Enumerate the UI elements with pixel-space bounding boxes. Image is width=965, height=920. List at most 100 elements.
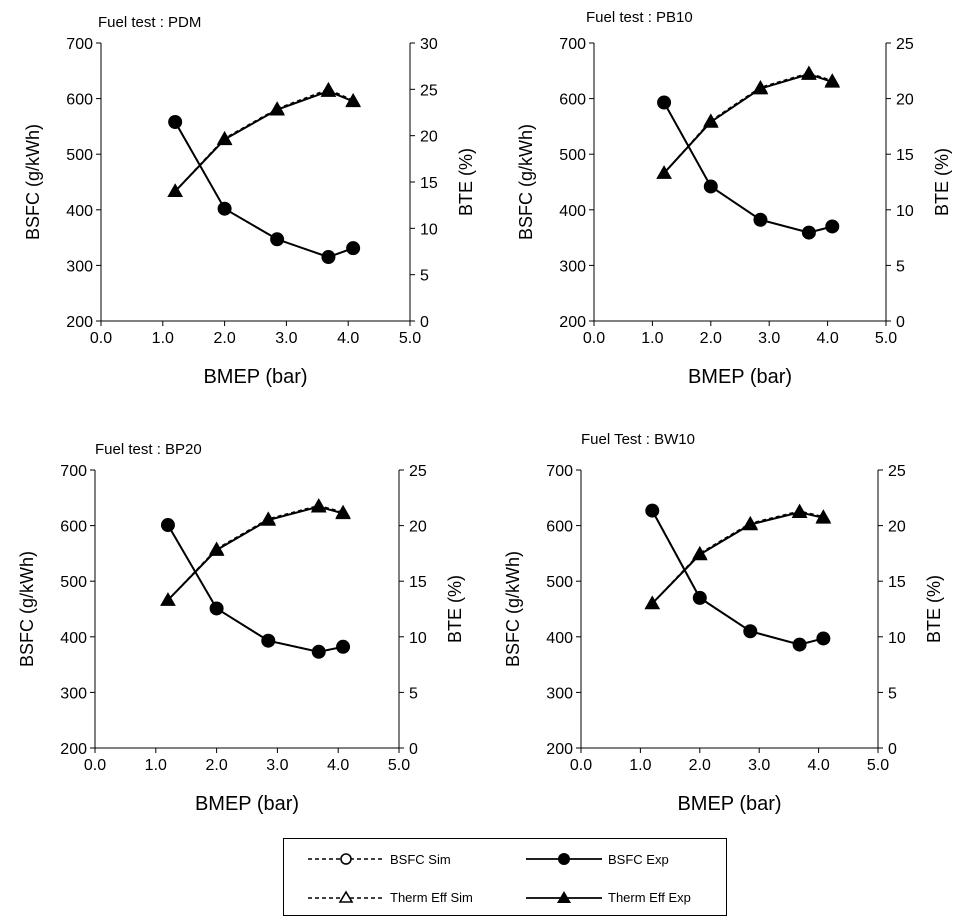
x-tick-label: 4.0 [327, 757, 349, 774]
y2-axis-label: BTE (%) [924, 575, 944, 643]
data-point-circle [346, 241, 361, 256]
y-tick-label: 600 [546, 519, 573, 536]
y2-tick-label: 0 [888, 741, 897, 758]
series-line [663, 72, 833, 174]
series-therm-eff-exp [160, 498, 351, 606]
x-axis-label: BMEP (bar) [677, 793, 781, 815]
data-point-circle [801, 225, 816, 240]
x-tick-label: 4.0 [337, 330, 359, 347]
y-tick-label: 700 [60, 463, 87, 480]
series-line [174, 88, 354, 192]
data-point-triangle [815, 509, 832, 524]
legend-label-therm-sim: Therm Eff Sim [390, 889, 473, 905]
data-point-circle [692, 590, 707, 605]
series-line [174, 90, 354, 192]
y-tick-label: 500 [559, 147, 586, 164]
x-tick-label: 3.0 [266, 757, 288, 774]
data-point-triangle [335, 505, 351, 520]
chart-title: Fuel Test : BW10 [581, 431, 695, 448]
y2-tick-label: 5 [409, 685, 418, 702]
x-tick-label: 2.0 [700, 330, 722, 347]
x-tick-label: 5.0 [399, 330, 421, 347]
y-tick-label: 700 [546, 463, 573, 480]
series-bsfc-exp [657, 95, 840, 240]
x-tick-label: 0.0 [583, 330, 605, 347]
data-point-triangle [644, 595, 661, 610]
y2-tick-label: 10 [888, 630, 906, 647]
y2-tick-label: 10 [420, 221, 438, 238]
x-tick-label: 4.0 [807, 757, 829, 774]
data-point-triangle [752, 80, 769, 95]
data-point-triangle [216, 131, 233, 146]
x-tick-label: 1.0 [152, 330, 174, 347]
data-point-circle [217, 201, 232, 216]
data-point-triangle [260, 512, 277, 526]
y-tick-label: 500 [66, 147, 93, 164]
series-bsfc-sim [168, 115, 360, 264]
y-tick-label: 300 [546, 685, 573, 702]
y2-tick-label: 10 [409, 630, 427, 647]
y2-tick-label: 10 [896, 203, 914, 220]
y2-tick-label: 15 [420, 175, 438, 192]
legend-label-bsfc-exp: BSFC Exp [608, 851, 669, 867]
y2-tick-label: 20 [888, 519, 906, 536]
y2-tick-label: 20 [896, 92, 914, 109]
data-point-triangle [691, 546, 708, 561]
y-tick-label: 300 [559, 258, 586, 275]
x-tick-label: 1.0 [629, 757, 651, 774]
series-therm-eff-exp [167, 83, 362, 198]
series-line [174, 121, 354, 258]
legend-symbol-filled-triangle-solid [526, 891, 602, 903]
series-bsfc-sim [161, 518, 350, 659]
y2-tick-label: 25 [888, 463, 906, 480]
y2-tick-label: 20 [420, 129, 438, 146]
legend-symbol-filled-circle-solid [526, 853, 602, 865]
series-line [663, 102, 833, 234]
data-point-triangle [320, 83, 337, 97]
series-therm-eff-exp [656, 66, 841, 179]
data-point-circle [703, 179, 718, 194]
y-axis-label: BSFC (g/kWh) [516, 124, 536, 240]
x-tick-label: 1.0 [145, 757, 167, 774]
data-point-circle [816, 631, 831, 646]
x-tick-label: 2.0 [689, 757, 711, 774]
x-tick-label: 0.0 [84, 757, 106, 774]
data-point-circle [160, 518, 175, 533]
series-line [167, 504, 344, 601]
y-tick-label: 400 [60, 630, 87, 647]
x-tick-label: 3.0 [758, 330, 780, 347]
series-line [167, 524, 344, 653]
series-therm-eff-exp [644, 504, 832, 610]
x-axis-label: BMEP (bar) [195, 793, 299, 815]
data-point-triangle [702, 113, 719, 128]
legend-label-bsfc-sim: BSFC Sim [390, 851, 451, 867]
x-tick-label: 5.0 [388, 757, 410, 774]
y2-tick-label: 15 [888, 574, 906, 591]
y2-tick-label: 5 [420, 268, 429, 285]
data-point-circle [209, 601, 224, 616]
series-line [663, 102, 833, 234]
data-point-triangle [824, 73, 841, 88]
series-line [663, 73, 833, 174]
series-line [167, 505, 344, 601]
y2-axis-label: BTE (%) [445, 575, 465, 643]
x-tick-label: 3.0 [748, 757, 770, 774]
x-tick-label: 5.0 [875, 330, 897, 347]
y2-tick-label: 15 [409, 574, 427, 591]
x-tick-label: 2.0 [205, 757, 227, 774]
data-point-circle [321, 250, 336, 265]
y-tick-label: 600 [559, 92, 586, 109]
chart-title: Fuel test : BP20 [95, 441, 202, 458]
data-point-circle [336, 639, 351, 654]
y-tick-label: 400 [66, 203, 93, 220]
y-tick-label: 600 [66, 92, 93, 109]
y2-tick-label: 20 [409, 519, 427, 536]
data-point-circle [792, 637, 807, 652]
chart-title: Fuel test : PB10 [586, 9, 693, 26]
y2-tick-label: 5 [888, 685, 897, 702]
y-axis-label: BSFC (g/kWh) [23, 124, 43, 240]
